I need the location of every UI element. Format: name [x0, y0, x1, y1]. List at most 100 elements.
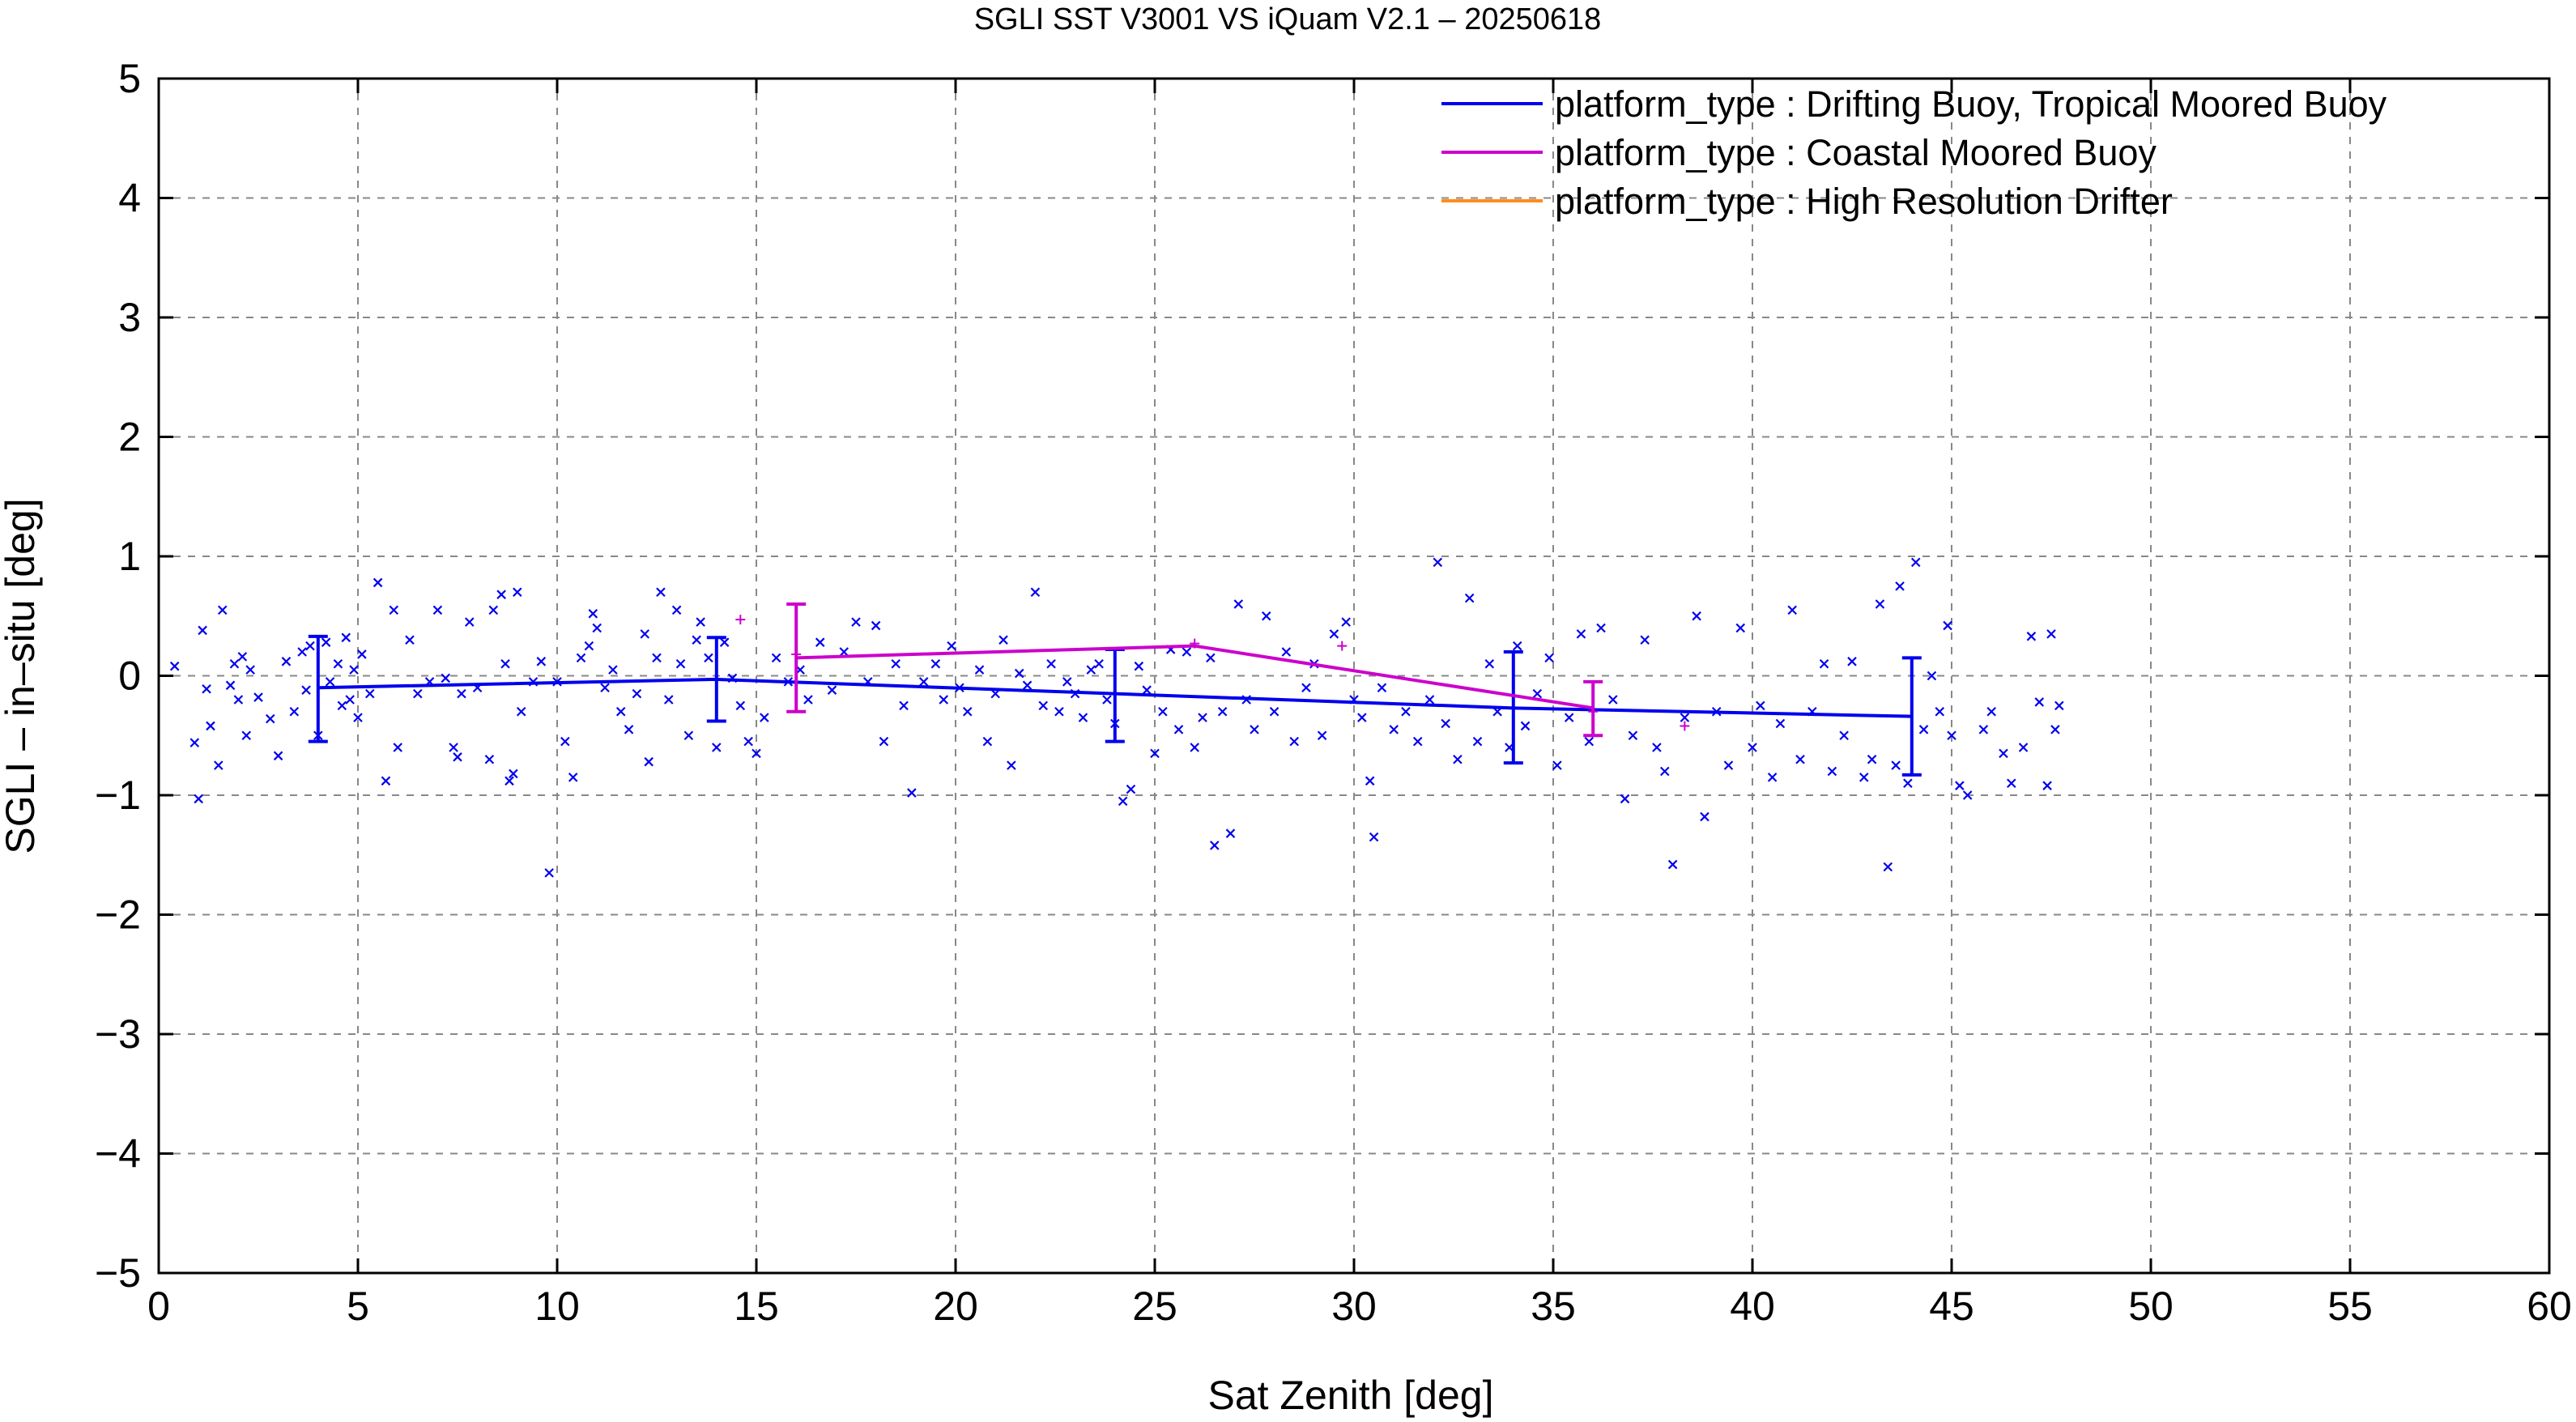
data-point — [364, 688, 375, 699]
data-point — [1329, 629, 1339, 639]
data-point — [484, 754, 495, 764]
data-point — [1767, 773, 1778, 782]
data-point — [1369, 832, 1379, 842]
data-point — [405, 635, 415, 645]
x-tick-label: 50 — [2128, 1284, 2174, 1329]
data-point — [1150, 748, 1160, 759]
data-point — [1206, 653, 1216, 663]
chart-title: SGLI SST V3001 VS iQuam V2.1 – 20250618 — [974, 2, 1602, 36]
data-point — [189, 738, 200, 747]
data-point — [1891, 760, 1901, 770]
data-point — [1692, 611, 1701, 621]
data-point — [939, 695, 949, 705]
data-point — [241, 730, 252, 741]
data-point — [516, 706, 526, 717]
data-point — [496, 590, 506, 599]
data-point — [1190, 743, 1199, 752]
data-point — [1895, 581, 1905, 591]
y-tick-label: −3 — [95, 1011, 141, 1057]
data-point — [592, 623, 602, 633]
data-point — [1859, 773, 1869, 782]
data-point — [353, 713, 363, 722]
data-point — [301, 685, 311, 695]
data-point — [1544, 653, 1554, 663]
data-point — [245, 665, 255, 675]
data-point — [712, 743, 722, 752]
data-point — [671, 605, 682, 615]
data-point — [1584, 736, 1595, 747]
data-point — [560, 736, 570, 747]
y-tick-label: −5 — [95, 1250, 141, 1296]
data-point — [2046, 629, 2056, 639]
data-point — [1756, 700, 1765, 711]
data-point — [325, 677, 335, 687]
data-point — [899, 700, 909, 711]
data-point — [217, 605, 228, 615]
data-point — [253, 692, 263, 702]
data-point — [1484, 658, 1495, 669]
data-point — [1269, 706, 1279, 717]
data-point — [683, 730, 694, 741]
data-point — [735, 700, 746, 711]
data-point — [449, 743, 458, 752]
data-point — [608, 665, 618, 675]
data-point — [333, 658, 343, 669]
y-tick-label: −1 — [95, 773, 141, 818]
data-point — [1667, 859, 1678, 870]
data-point — [2018, 743, 2029, 752]
data-point — [656, 587, 666, 598]
data-point — [1401, 706, 1411, 717]
data-point — [998, 635, 1008, 645]
data-point — [225, 680, 236, 691]
data-point — [1126, 784, 1136, 794]
data-point — [1735, 623, 1746, 633]
error-bar — [1583, 679, 1603, 738]
data-point — [273, 751, 283, 761]
data-point — [1910, 557, 1921, 568]
data-point — [305, 641, 315, 651]
x-tick-label: 30 — [1331, 1284, 1377, 1329]
legend-label: platform_type : High Resolution Drifter — [1555, 181, 2173, 222]
data-point — [815, 637, 825, 647]
data-point — [1775, 718, 1786, 729]
x-tick-label: 5 — [347, 1284, 369, 1329]
data-point — [513, 587, 522, 598]
data-point — [544, 868, 554, 878]
data-point — [1962, 790, 1973, 800]
data-point — [771, 653, 781, 663]
data-point — [381, 776, 391, 786]
data-point — [1341, 617, 1351, 627]
data-point — [879, 736, 889, 747]
data-point — [982, 736, 993, 747]
y-tick-label: 1 — [118, 534, 141, 579]
data-point — [1927, 671, 1937, 681]
data-point — [1723, 760, 1734, 770]
data-point — [1022, 680, 1033, 691]
data-point — [1680, 713, 1690, 722]
data-point — [1038, 700, 1049, 711]
data-point — [827, 685, 837, 695]
data-point — [600, 683, 610, 693]
error-bar — [1901, 656, 1922, 777]
data-point — [237, 652, 248, 662]
data-point — [1903, 778, 1913, 789]
data-point — [1094, 658, 1104, 669]
data-point — [202, 683, 211, 694]
grid-lines — [159, 79, 2549, 1273]
x-tick-label: 45 — [1929, 1284, 1974, 1329]
error-bar — [1503, 650, 1523, 765]
data-point — [652, 653, 662, 663]
data-point — [1628, 730, 1638, 741]
x-tick-label: 10 — [534, 1284, 580, 1329]
data-point — [453, 752, 462, 762]
data-point — [1441, 718, 1450, 729]
mean-line — [796, 644, 1594, 710]
data-point — [413, 688, 423, 699]
series-1 — [735, 602, 1690, 738]
data-point — [2050, 725, 2060, 734]
data-point — [907, 788, 917, 798]
data-point — [1472, 736, 1483, 747]
data-point — [1365, 776, 1375, 786]
x-tick-label: 20 — [933, 1284, 978, 1329]
